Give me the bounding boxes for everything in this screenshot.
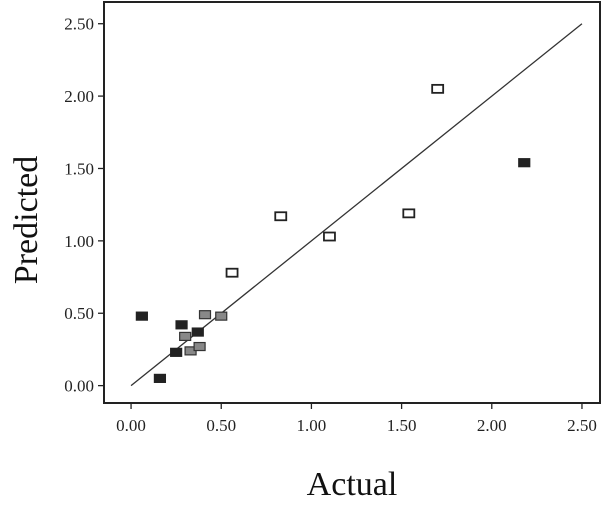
y-tick-label: 1.50: [64, 159, 94, 178]
data-point: [191, 327, 204, 337]
data-point: [198, 310, 212, 320]
data-point: [518, 158, 531, 168]
y-tick-label: 2.00: [64, 87, 94, 106]
reference-line: [130, 23, 583, 387]
y-tick-label: 0.50: [64, 304, 94, 323]
y-tick-label: 2.50: [64, 15, 94, 34]
data-point: [323, 231, 336, 242]
y-tick-label: 1.00: [64, 232, 94, 251]
x-tick-label: 0.00: [116, 416, 146, 435]
data-point: [402, 208, 416, 219]
data-point: [215, 311, 228, 321]
data-point: [225, 267, 239, 278]
data-point: [135, 311, 148, 321]
x-axis: 0.00 0.50 1.00 1.50 2.00 2.50: [116, 403, 597, 435]
x-tick-label: 1.00: [297, 416, 327, 435]
x-tick-label: 2.50: [567, 416, 597, 435]
x-axis-label: Actual: [307, 466, 398, 503]
y-tick-label: 0.00: [64, 377, 94, 396]
data-points: [135, 83, 531, 383]
data-point: [431, 83, 445, 94]
data-point: [175, 320, 188, 330]
data-point: [153, 373, 167, 383]
y-axis-label: Predicted: [8, 156, 45, 284]
data-point: [193, 341, 206, 352]
data-point: [170, 347, 183, 357]
x-tick-label: 1.50: [387, 416, 417, 435]
data-point: [179, 331, 192, 342]
data-point: [274, 211, 288, 222]
x-tick-label: 0.50: [206, 416, 236, 435]
y-axis: 0.00 0.50 1.00 1.50 2.00 2.50: [64, 15, 104, 396]
x-tick-label: 2.00: [477, 416, 507, 435]
plot-frame: [103, 1, 601, 404]
